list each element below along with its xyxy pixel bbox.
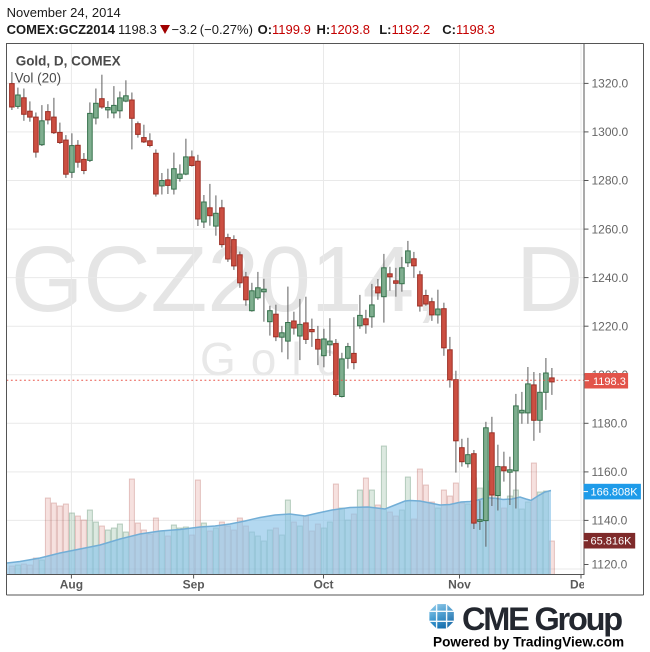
- svg-text:65.816K: 65.816K: [591, 536, 633, 548]
- svg-text:1280.0: 1280.0: [592, 174, 629, 188]
- svg-text:CME Group: CME Group: [462, 601, 622, 637]
- svg-text:1320.0: 1320.0: [592, 77, 629, 91]
- svg-text:Sep: Sep: [183, 578, 205, 592]
- svg-text:1120.0: 1120.0: [592, 558, 628, 572]
- svg-text:166.808K: 166.808K: [591, 487, 639, 499]
- svg-text:1220.0: 1220.0: [592, 319, 629, 333]
- svg-text:Powered by TradingView.com: Powered by TradingView.com: [433, 635, 624, 650]
- svg-text:1180.0: 1180.0: [592, 417, 628, 431]
- svg-text:Gold, D, COMEX: Gold, D, COMEX: [16, 54, 121, 69]
- svg-text:1198.3: 1198.3: [593, 376, 626, 388]
- svg-text:1240.0: 1240.0: [592, 271, 629, 285]
- svg-text:Oct: Oct: [313, 578, 333, 592]
- svg-text:Dec: Dec: [570, 578, 592, 592]
- svg-text:Nov: Nov: [448, 578, 471, 592]
- svg-text:1160.0: 1160.0: [592, 465, 628, 479]
- svg-text:Aug: Aug: [60, 578, 83, 592]
- svg-text:1300.0: 1300.0: [592, 125, 629, 139]
- svg-text:1260.0: 1260.0: [592, 222, 629, 236]
- svg-text:Vol (20): Vol (20): [15, 71, 62, 86]
- svg-text:D: D: [516, 227, 583, 331]
- svg-text:1140.0: 1140.0: [592, 514, 628, 528]
